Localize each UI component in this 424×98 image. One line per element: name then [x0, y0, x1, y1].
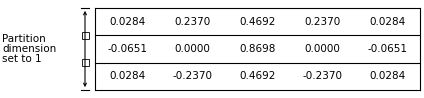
Text: 0.0284: 0.0284	[369, 17, 406, 27]
Text: 0.2370: 0.2370	[174, 17, 211, 27]
Text: set to 1: set to 1	[2, 54, 42, 64]
Bar	[81, 59, 89, 66]
Text: -0.0651: -0.0651	[108, 44, 148, 54]
Text: 0.4692: 0.4692	[239, 71, 276, 81]
Text: dimension: dimension	[2, 44, 56, 54]
Text: 0.8698: 0.8698	[239, 44, 276, 54]
Bar	[81, 32, 89, 39]
Text: 0.0284: 0.0284	[109, 71, 145, 81]
Text: -0.2370: -0.2370	[302, 71, 343, 81]
Text: Partition: Partition	[2, 34, 46, 44]
Text: -0.2370: -0.2370	[173, 71, 212, 81]
Text: 0.0284: 0.0284	[369, 71, 406, 81]
Text: 0.0000: 0.0000	[175, 44, 210, 54]
Text: 0.4692: 0.4692	[239, 17, 276, 27]
Text: 0.2370: 0.2370	[304, 17, 340, 27]
Text: -0.0651: -0.0651	[368, 44, 407, 54]
Text: 0.0284: 0.0284	[109, 17, 145, 27]
Text: 0.0000: 0.0000	[304, 44, 340, 54]
